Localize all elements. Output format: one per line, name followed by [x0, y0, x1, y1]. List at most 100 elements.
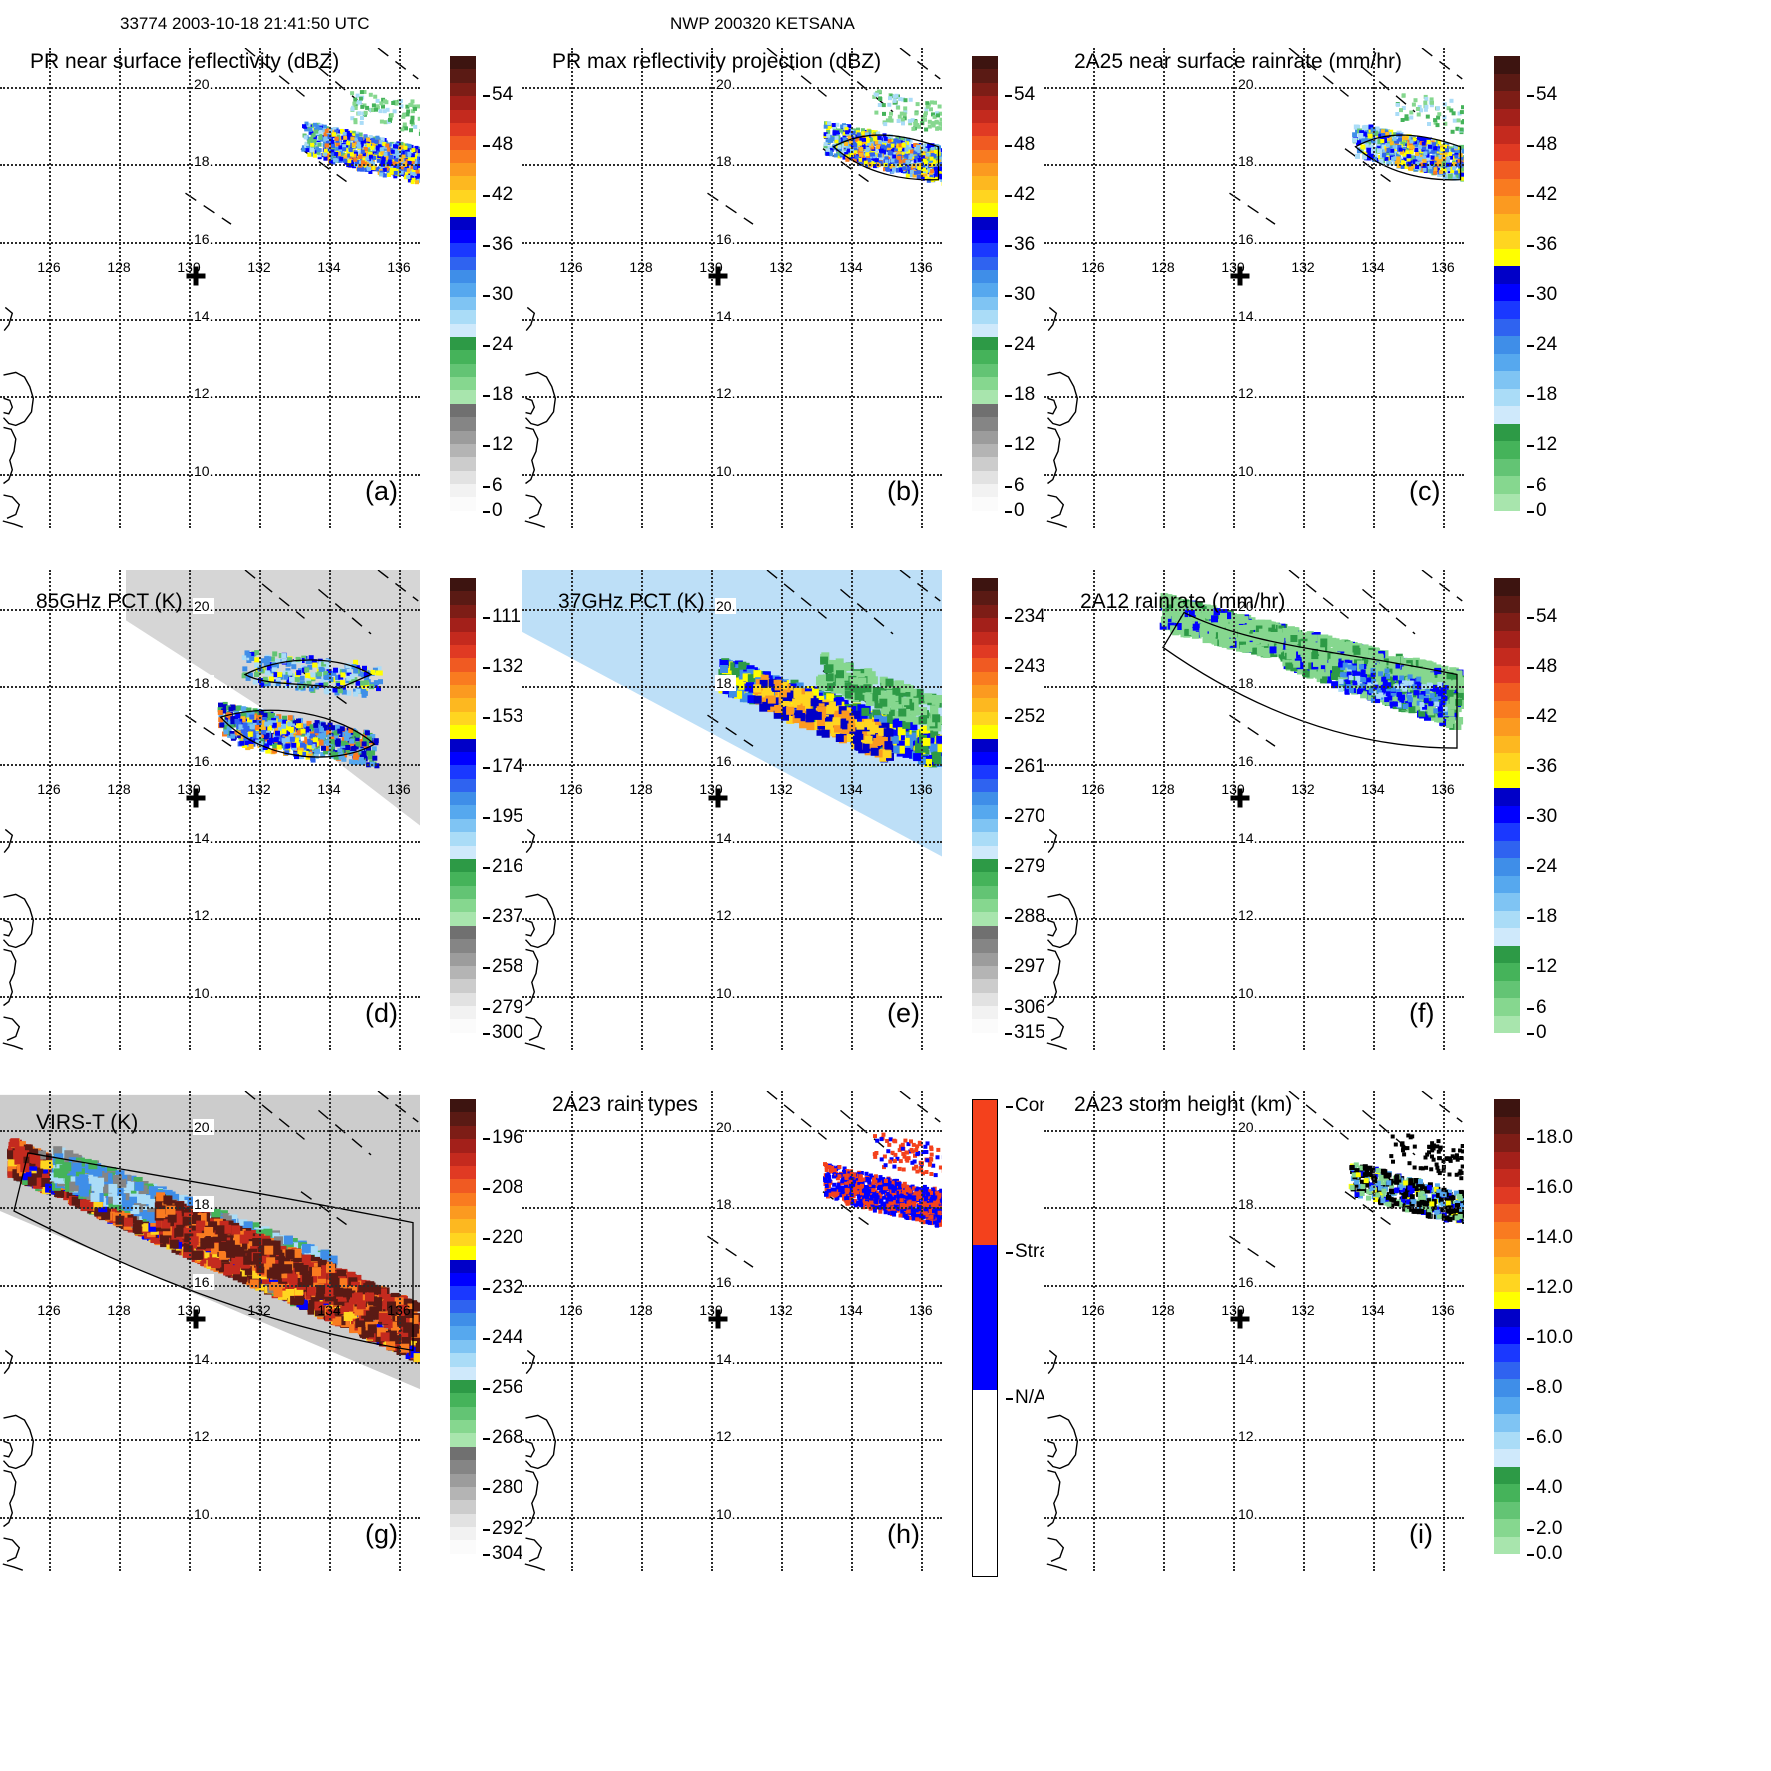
colorbar-segment: [1494, 73, 1520, 91]
panel-title-f: 2A12 rainrate (mm/hr): [1080, 590, 1286, 613]
colorbar-segment: [972, 283, 998, 297]
colorbar-segment: [450, 631, 476, 645]
colorbar-segment: [1494, 840, 1520, 858]
data-swath-a: [185, 48, 420, 225]
x-tick-label: 128: [107, 258, 131, 275]
gridline-vertical: [1303, 570, 1305, 1050]
gridline-vertical: [1093, 570, 1095, 1050]
colorbar-segment: [972, 136, 998, 150]
x-tick-label: 132: [769, 780, 793, 797]
colorbar-segment: [1494, 1466, 1520, 1484]
y-tick-label: 20.: [193, 597, 215, 614]
map-plot-f[interactable]: 20. 18. 16. 14. 12. 10. 126 128 130 132 134 136: [1044, 570, 1464, 1050]
map-plot-i[interactable]: 20. 18. 16. 14. 12. 10. 126 128 130 132 134 136: [1044, 1091, 1464, 1571]
colorbar-tick-label: 36: [1526, 233, 1558, 255]
colorbar-segment: [1494, 1361, 1520, 1379]
colorbar-segment: [972, 176, 998, 190]
colorbar-segment: [972, 189, 998, 204]
colorbar-segment: [450, 377, 476, 391]
colorbar-segment: [972, 872, 998, 886]
colorbar-segment: [972, 792, 998, 806]
colorbar-tick-label: 54: [1004, 83, 1036, 105]
colorbar-segment: [972, 751, 998, 766]
colorbar-tick-label: 10.0: [1527, 1326, 1573, 1348]
colorbar-segment: [972, 484, 998, 498]
colorbar-segment: [450, 1313, 476, 1327]
colorbar-segment: [1494, 980, 1520, 998]
x-tick-label: 128: [629, 1301, 653, 1318]
colorbar-segment: [450, 270, 476, 284]
y-tick-label: 20.: [715, 1118, 737, 1135]
map-plot-g[interactable]: 20. 18. 16. 14. 12. 10. 126 128 130 132 134 136: [0, 1091, 420, 1571]
map-plot-d[interactable]: 20. 18. 16. 14. 12. 10. 126 128 130 132 134 136: [0, 570, 420, 1050]
colorbar-segment: [1494, 910, 1520, 928]
colorbar-segment: [1494, 283, 1520, 301]
map-plot-a[interactable]: 20. 18. 16. 14. 12. 10. 126 128 130 132 134 136: [0, 48, 420, 528]
colorbar-tick-label: 252: [1005, 705, 1046, 727]
colorbar-segment: [972, 912, 998, 926]
colorbar-segment: [450, 323, 476, 337]
colorbar-tick-label: 18.0: [1527, 1126, 1573, 1148]
colorbar-segment: [450, 1393, 476, 1407]
colorbar-segment: [972, 149, 998, 163]
gridline-vertical: [1373, 1091, 1375, 1571]
gridline-vertical: [329, 570, 331, 1050]
gridline-vertical: [49, 48, 51, 528]
colorbar-segment: [1494, 301, 1520, 319]
colorbar-segment: [972, 885, 998, 899]
colorbar-segment: [450, 417, 476, 431]
colorbar-segment: [450, 1339, 476, 1354]
panel-label-d: (d): [365, 998, 398, 1028]
colorbar-segment: [972, 82, 998, 97]
colorbar-tick-label: 54: [1526, 83, 1558, 105]
colorbar-segment: [450, 1513, 476, 1527]
y-tick-label: 18.: [1237, 1196, 1259, 1213]
colorbar-segment: [450, 1099, 476, 1113]
y-tick-label: 10.: [1237, 462, 1259, 479]
map-plot-c[interactable]: 20. 18. 16. 14. 12. 10. 126 128 130 132 134 136: [1044, 48, 1464, 528]
map-plot-b[interactable]: 20. 18. 16. 14. 12. 10. 126 128 130 132 134 136: [522, 48, 942, 528]
colorbar-segment: [450, 457, 476, 471]
gridline-vertical: [711, 48, 713, 528]
x-tick-label: 134: [1361, 258, 1385, 275]
y-tick-label: 16.: [193, 752, 215, 769]
colorbar-tick-label: 153: [483, 705, 524, 727]
colorbar-segment: [1494, 1519, 1520, 1537]
colorbar-tick-label: 12: [482, 434, 514, 456]
map-plot-h[interactable]: 20. 18. 16. 14. 12. 10. 126 128 130 132 134 136: [522, 1091, 942, 1571]
colorbar-segment: [972, 658, 998, 672]
colorbar-segment: [450, 925, 476, 940]
x-tick-label: 134: [1361, 780, 1385, 797]
colorbar-segment: [450, 1006, 476, 1020]
y-tick-label: 10.: [193, 984, 215, 1001]
y-tick-label: 16.: [1237, 230, 1259, 247]
x-tick-label: 128: [107, 1301, 131, 1318]
colorbar-segment: [450, 1152, 476, 1166]
colorbar-segment: [1494, 753, 1520, 771]
data-swath-i: [1229, 1091, 1464, 1268]
map-plot-e[interactable]: 20. 18. 16. 14. 12. 10. 126 128 130 132 134 136: [522, 570, 942, 1050]
colorbar-segment: [972, 992, 998, 1006]
colorbar-segment: [450, 751, 476, 766]
gridline-vertical: [1443, 48, 1445, 528]
colorbar-tick-label: 14.0: [1527, 1226, 1573, 1248]
x-tick-label: 134: [1361, 1301, 1385, 1318]
colorbar-tick-label: 54: [482, 83, 514, 105]
colorbar-tick-label: 6: [1005, 474, 1025, 496]
y-tick-label: 18.: [715, 153, 737, 170]
colorbar-segment: [972, 109, 998, 123]
panel-c: 2A25 near surface rainrate (mm/hr) 20. 18.…: [1044, 30, 1569, 550]
colorbar-segment: [1494, 1449, 1520, 1467]
colorbar-segment: [450, 243, 476, 257]
colorbar-segment: [972, 765, 998, 779]
coastline-a: [2, 306, 35, 528]
colorbar-segment: [450, 792, 476, 806]
y-tick-label: 10.: [1237, 984, 1259, 1001]
panel-title-i: 2A23 storm height (km): [1074, 1093, 1293, 1116]
colorbar-segment: [972, 858, 998, 873]
colorbar-segment: [972, 604, 998, 619]
colorbar-tick-label: 36: [1526, 755, 1558, 777]
colorbar-segment: [1494, 1414, 1520, 1432]
colorbar-segment: [972, 216, 998, 230]
colorbar-tick-label: 220: [483, 1226, 524, 1248]
